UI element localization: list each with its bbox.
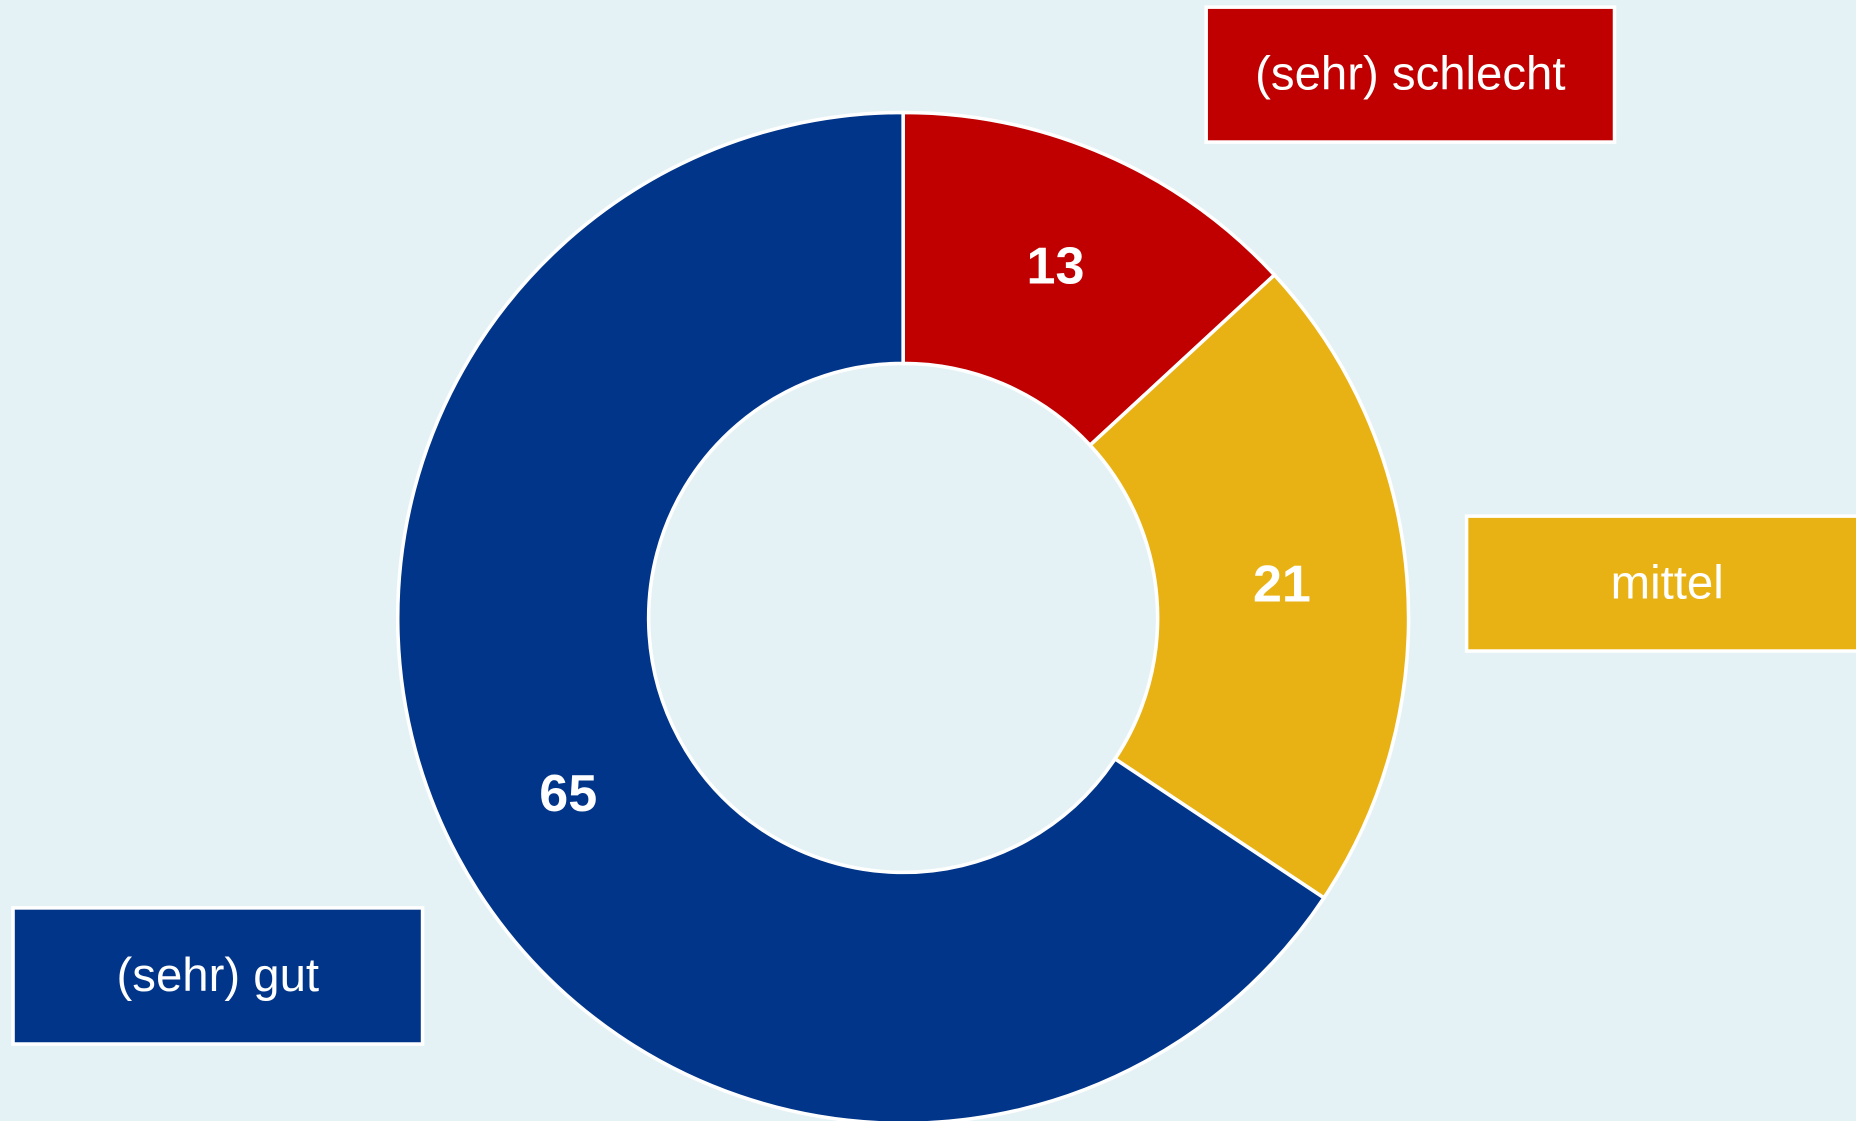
donut-segment xyxy=(901,110,1277,448)
value-label: 21 xyxy=(1253,556,1311,614)
category-box xyxy=(1204,5,1617,144)
value-label: 65 xyxy=(539,765,597,823)
value-label: 13 xyxy=(1027,238,1085,296)
category-label: (sehr) schlecht xyxy=(1255,47,1565,100)
category-box xyxy=(1464,514,1856,653)
category-label: mittel xyxy=(1611,556,1724,609)
category-label: (sehr) gut xyxy=(117,949,320,1002)
category-box xyxy=(11,906,425,1046)
donut-segment xyxy=(1087,272,1411,901)
donut-segment xyxy=(395,110,1327,1121)
